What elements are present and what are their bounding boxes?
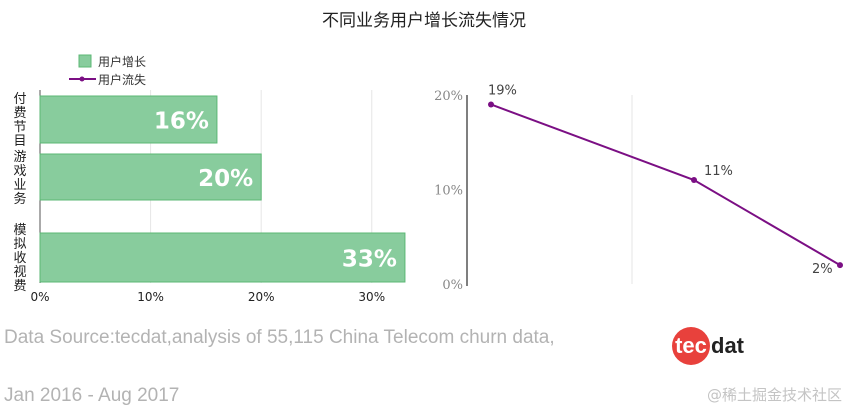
bar-category-label: 模拟收视费 (13, 223, 26, 294)
bar-x-tick-label: 0% (30, 290, 49, 304)
logo-circle: tec (672, 327, 710, 365)
churn-value-label: 19% (488, 83, 517, 98)
bar-value-label: 20% (198, 166, 253, 192)
legend-churn-marker (79, 76, 85, 82)
bar-category-label: 游戏业务 (13, 150, 26, 207)
line-y-tick-label: 0% (442, 278, 463, 293)
bar (39, 95, 218, 144)
source-line-1: Data Source:tecdat,analysis of 55,115 Ch… (4, 327, 555, 348)
bar (39, 232, 406, 283)
bar-value-label: 16% (154, 109, 209, 135)
churn-point (691, 177, 697, 184)
logo-text: dat (711, 333, 744, 358)
line-y-tick-label: 20% (434, 89, 463, 104)
source-line-2: Jan 2016 - Aug 2017 (4, 385, 180, 406)
line-y-tick-label: 10% (434, 184, 463, 199)
bar-x-tick-label: 30% (358, 290, 385, 304)
bar-chart: 0% 10% 20% 30% 16% 付费节目 20% 游戏业务 33% 模拟收视费 (13, 90, 406, 304)
churn-point (837, 262, 843, 269)
bar (39, 153, 262, 201)
legend-growth-swatch (78, 54, 92, 68)
legend-growth-label: 用户增长 (98, 54, 146, 69)
watermark: @稀土掘金技术社区 (706, 386, 842, 404)
bar-x-tick-label: 10% (137, 290, 164, 304)
bar-x-tick-label: 20% (248, 290, 275, 304)
chart-title: 不同业务用户增长流失情况 (322, 11, 526, 31)
churn-value-label: 2% (812, 262, 833, 277)
bar-value-label: 33% (342, 247, 397, 273)
line-chart: 0% 10% 20% 19% 11% 2% (434, 83, 843, 293)
legend: 用户增长 用户流失 (69, 54, 146, 87)
bar-category-label: 付费节目 (13, 92, 26, 149)
legend-churn-label: 用户流失 (98, 72, 146, 87)
churn-point (488, 101, 494, 108)
churn-value-label: 11% (704, 164, 733, 179)
churn-series-line (490, 103, 841, 266)
tecdat-logo: tec dat (672, 326, 744, 366)
